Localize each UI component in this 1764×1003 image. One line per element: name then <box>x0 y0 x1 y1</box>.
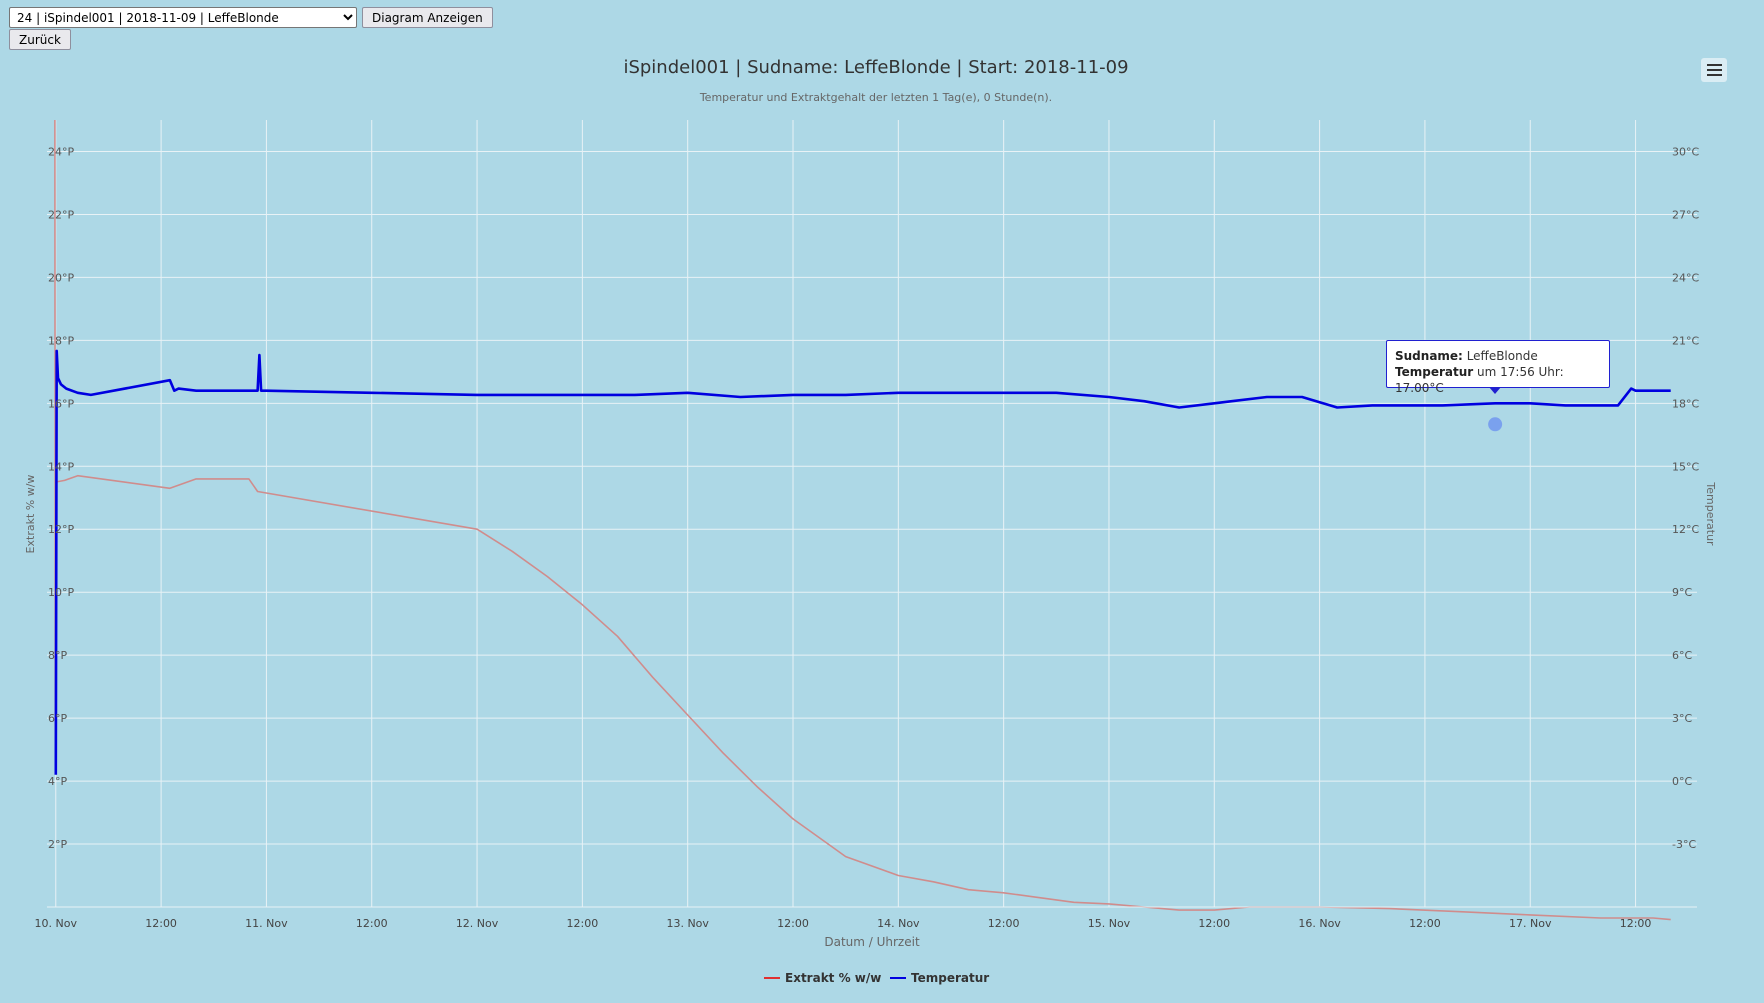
x-tick-label: 11. Nov <box>245 917 288 930</box>
chart-tooltip: Sudname: LeffeBlonde Temperatur um 17:56… <box>1386 340 1610 395</box>
tooltip-temp-label: Temperatur <box>1395 365 1474 379</box>
x-tick-label: 13. Nov <box>666 917 709 930</box>
chart-subtitle: Temperatur und Extraktgehalt der letzten… <box>699 91 1052 104</box>
x-tick-label: 12:00 <box>1620 917 1652 930</box>
y-right-tick-label: 24°C <box>1672 271 1699 284</box>
chart-menu-button[interactable] <box>1701 58 1727 82</box>
menu-icon-bar <box>1706 69 1722 71</box>
y-right-tick-label: 15°C <box>1672 460 1699 473</box>
y-right-axis-title: Temperatur <box>1704 481 1717 546</box>
y-left-tick-label: 8°P <box>48 649 67 662</box>
brew-select[interactable]: 24 | iSpindel001 | 2018-11-09 | LeffeBlo… <box>9 7 357 28</box>
tooltip-name-label: Sudname: <box>1395 349 1463 363</box>
y-left-tick-label: 10°P <box>48 586 74 599</box>
y-left-tick-label: 12°P <box>48 523 74 536</box>
y-right-tick-label: 9°C <box>1672 586 1692 599</box>
y-right-tick-label: 27°C <box>1672 208 1699 221</box>
legend-item-temperatur[interactable]: Temperatur <box>890 971 989 985</box>
y-right-tick-label: -3°C <box>1672 838 1696 851</box>
x-tick-label: 12. Nov <box>456 917 499 930</box>
y-left-tick-label: 14°P <box>48 460 74 473</box>
x-tick-label: 12:00 <box>356 917 388 930</box>
y-left-tick-label: 4°P <box>48 775 67 788</box>
x-axis-title: Datum / Uhrzeit <box>824 935 920 949</box>
x-tick-label: 12:00 <box>145 917 177 930</box>
show-diagram-button[interactable]: Diagram Anzeigen <box>362 7 493 28</box>
x-tick-label: 12:00 <box>567 917 599 930</box>
series-line-temperatur <box>54 349 1671 775</box>
legend-label-extrakt: Extrakt % w/w <box>785 971 881 985</box>
axes: 2°P 4°P 6°P 8°P 10°P 12°P 14°P 16°P 18°P 20°P 22°P… <box>35 145 1700 930</box>
y-left-tick-label: 16°P <box>48 397 74 410</box>
y-right-tick-label: 12°C <box>1672 523 1699 536</box>
x-tick-label: 14. Nov <box>877 917 920 930</box>
x-tick-label: 10. Nov <box>35 917 78 930</box>
y-right-tick-label: 3°C <box>1672 712 1692 725</box>
x-tick-label: 12:00 <box>1409 917 1441 930</box>
legend-label-temperatur: Temperatur <box>911 971 989 985</box>
y-left-tick-label: 22°P <box>48 208 74 221</box>
legend-item-extrakt[interactable]: Extrakt % w/w <box>764 971 881 985</box>
y-left-tick-label: 2°P <box>48 838 67 851</box>
tooltip-arrow <box>1489 387 1501 394</box>
series-line-extrakt <box>54 119 1671 921</box>
x-tick-label: 17. Nov <box>1509 917 1552 930</box>
y-right-tick-label: 6°C <box>1672 649 1692 662</box>
tooltip-temp-text: um 17:56 Uhr: 17.00°C <box>1395 365 1564 395</box>
highlight-point <box>1488 417 1503 432</box>
y-left-tick-label: 18°P <box>48 334 74 347</box>
x-tick-label: 12:00 <box>777 917 809 930</box>
y-left-tick-label: 24°P <box>48 145 74 158</box>
y-left-tick-label: 20°P <box>48 271 74 284</box>
plot-area <box>54 119 1671 921</box>
tooltip-name-value: LeffeBlonde <box>1466 349 1538 363</box>
grid <box>47 120 1697 907</box>
y-left-tick-label: 6°P <box>48 712 67 725</box>
menu-icon-bar <box>1706 64 1722 66</box>
x-tick-label: 12:00 <box>1198 917 1230 930</box>
chart-title: iSpindel001 | Sudname: LeffeBlonde | Sta… <box>623 57 1128 78</box>
x-tick-label: 16. Nov <box>1298 917 1341 930</box>
x-tick-label: 15. Nov <box>1088 917 1131 930</box>
legend: Extrakt % w/w Temperatur <box>764 971 989 985</box>
y-right-tick-label: 0°C <box>1672 775 1692 788</box>
y-left-axis-title: Extrakt % w/w <box>24 475 37 554</box>
y-right-tick-label: 18°C <box>1672 397 1699 410</box>
y-right-tick-label: 30°C <box>1672 145 1699 158</box>
menu-icon-bar <box>1706 74 1722 76</box>
y-right-tick-label: 21°C <box>1672 334 1699 347</box>
x-tick-label: 12:00 <box>988 917 1020 930</box>
controls: 24 | iSpindel001 | 2018-11-09 | LeffeBlo… <box>9 7 493 50</box>
back-button[interactable]: Zurück <box>9 29 71 50</box>
